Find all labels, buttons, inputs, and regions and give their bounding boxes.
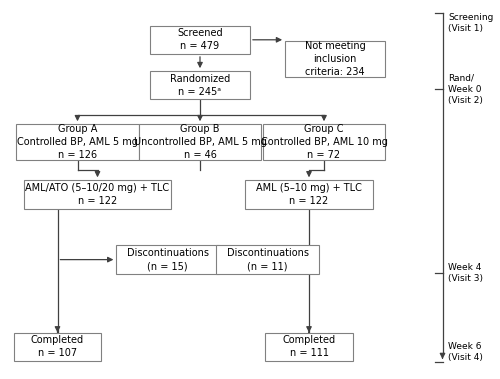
Text: Screened
n = 479: Screened n = 479 xyxy=(177,28,223,52)
FancyBboxPatch shape xyxy=(14,333,101,361)
Text: Week 6
(Visit 4): Week 6 (Visit 4) xyxy=(448,342,484,362)
FancyBboxPatch shape xyxy=(16,124,138,160)
FancyBboxPatch shape xyxy=(245,180,373,208)
FancyBboxPatch shape xyxy=(263,124,386,160)
FancyBboxPatch shape xyxy=(265,333,353,361)
Text: Group C
Controlled BP, AML 10 mg
n = 72: Group C Controlled BP, AML 10 mg n = 72 xyxy=(260,124,388,160)
Text: Discontinuations
(n = 11): Discontinuations (n = 11) xyxy=(226,248,308,271)
FancyBboxPatch shape xyxy=(150,26,250,54)
Text: Screening
(Visit 1): Screening (Visit 1) xyxy=(448,13,494,33)
Text: AML (5–10 mg) + TLC
n = 122: AML (5–10 mg) + TLC n = 122 xyxy=(256,183,362,206)
Text: Completed
n = 111: Completed n = 111 xyxy=(282,335,336,359)
Text: Rand/
Week 0
(Visit 2): Rand/ Week 0 (Visit 2) xyxy=(448,74,484,105)
Text: Not meeting
inclusion
criteria: 234: Not meeting inclusion criteria: 234 xyxy=(304,41,366,77)
FancyBboxPatch shape xyxy=(139,124,261,160)
Text: AML/ATO (5–10/20 mg) + TLC
n = 122: AML/ATO (5–10/20 mg) + TLC n = 122 xyxy=(26,183,170,206)
Text: Completed
n = 107: Completed n = 107 xyxy=(31,335,84,359)
Text: Group B
Uncontrolled BP, AML 5 mg
n = 46: Group B Uncontrolled BP, AML 5 mg n = 46 xyxy=(134,124,266,160)
Text: Week 4
(Visit 3): Week 4 (Visit 3) xyxy=(448,263,484,283)
Text: Discontinuations
(n = 15): Discontinuations (n = 15) xyxy=(126,248,208,271)
FancyBboxPatch shape xyxy=(24,180,171,208)
Text: Randomized
n = 245ᵃ: Randomized n = 245ᵃ xyxy=(170,74,230,97)
FancyBboxPatch shape xyxy=(150,71,250,100)
FancyBboxPatch shape xyxy=(216,246,319,274)
FancyBboxPatch shape xyxy=(285,41,385,77)
Text: Group A
Controlled BP, AML 5 mg
n = 126: Group A Controlled BP, AML 5 mg n = 126 xyxy=(17,124,138,160)
FancyBboxPatch shape xyxy=(116,246,219,274)
